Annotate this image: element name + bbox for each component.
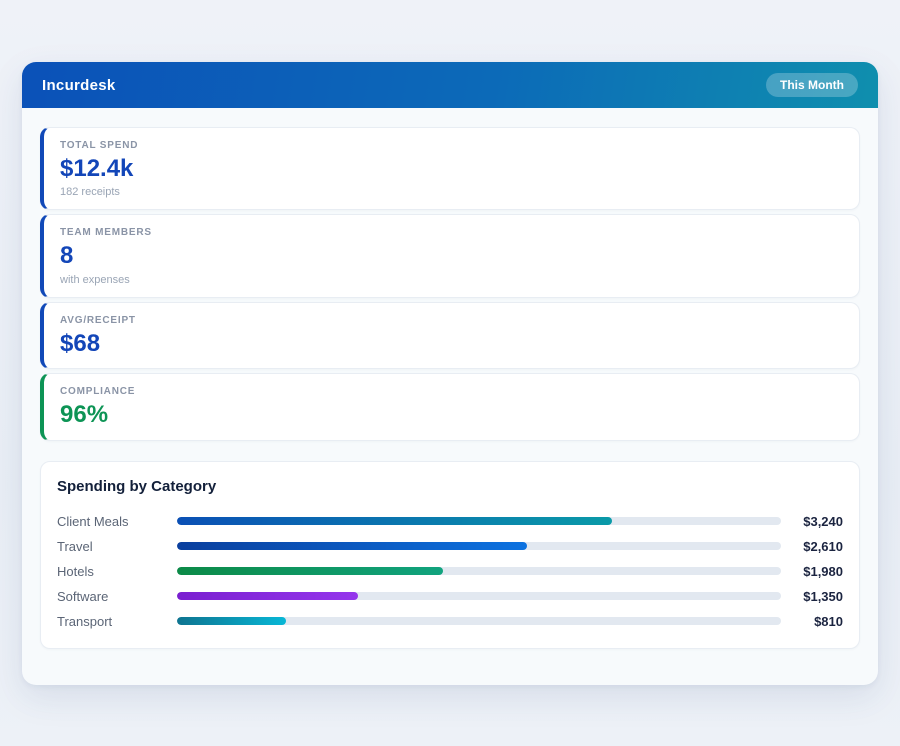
stat-label: TEAM MEMBERS	[60, 227, 152, 239]
chart-row-client-meals: Client Meals $3,240	[57, 509, 843, 534]
category-value: $3,240	[803, 513, 843, 529]
stat-value: 8	[60, 242, 74, 270]
bar-track	[177, 617, 781, 626]
stat-label: COMPLIANCE	[60, 386, 136, 398]
stat-sublabel: with expenses	[60, 273, 130, 286]
bar-track	[177, 517, 781, 526]
bar-fill	[177, 592, 359, 601]
category-value: $2,610	[803, 538, 843, 554]
category-value: $810	[814, 613, 843, 629]
stat-value: 96%	[60, 401, 109, 429]
stat-sublabel: 182 receipts	[60, 186, 120, 199]
stat-value: $12.4k	[60, 155, 134, 182]
chart-row-hotels: Hotels $1,980	[57, 559, 843, 584]
bar-fill	[177, 617, 286, 626]
bar-fill	[177, 517, 612, 526]
chart-title: Spending by Category	[57, 477, 217, 495]
category-value: $1,350	[803, 588, 843, 604]
stat-card-compliance: COMPLIANCE 96%	[40, 373, 860, 441]
chart-row-travel: Travel $2,610	[57, 534, 843, 559]
period-badge[interactable]: This Month	[766, 73, 858, 97]
app-title: Incurdesk	[42, 76, 116, 94]
category-label: Software	[57, 588, 109, 604]
stat-label: AVG/RECEIPT	[60, 314, 136, 326]
category-label: Hotels	[57, 563, 94, 579]
dashboard-panel: Incurdesk This Month TOTAL SPEND $12.4k …	[22, 62, 878, 685]
bar-track	[177, 542, 781, 551]
category-label: Transport	[57, 613, 113, 629]
bar-track	[177, 567, 781, 576]
stat-card-total-spend: TOTAL SPEND $12.4k 182 receipts	[40, 127, 860, 211]
bar-fill	[177, 567, 443, 576]
stat-card-team-members: TEAM MEMBERS 8 with expenses	[40, 214, 860, 298]
dashboard-body: TOTAL SPEND $12.4k 182 receipts TEAM MEM…	[22, 108, 878, 667]
stat-label: TOTAL SPEND	[60, 140, 139, 151]
category-label: Client Meals	[57, 513, 129, 529]
bar-track	[177, 592, 781, 601]
chart-row-software: Software $1,350	[57, 584, 843, 609]
stat-value: $68	[60, 329, 101, 357]
spending-chart-card: Spending by Category Client Meals $3,240…	[40, 460, 860, 649]
stat-card-avg-receipt: AVG/RECEIPT $68	[40, 301, 860, 370]
category-value: $1,980	[803, 563, 843, 579]
category-label: Travel	[57, 538, 93, 554]
bar-fill	[177, 542, 528, 551]
app-header: Incurdesk This Month	[22, 62, 878, 108]
chart-row-transport: Transport $810	[57, 609, 843, 634]
